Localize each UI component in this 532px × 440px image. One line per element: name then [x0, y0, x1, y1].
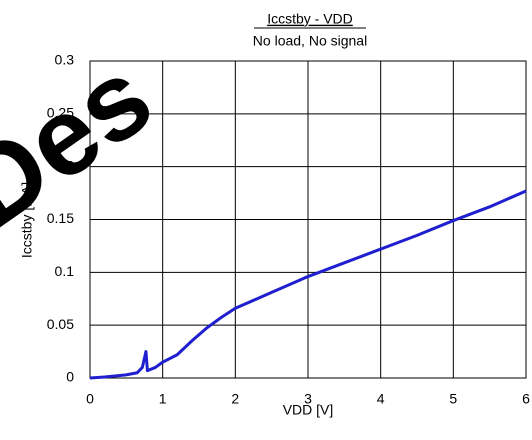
data-line — [89, 189, 527, 380]
x-axis-label: VDD [V] — [283, 402, 334, 418]
y-tick-label: 0.1 — [55, 263, 75, 279]
chart-title: Iccstby - VDD — [267, 11, 353, 27]
x-tick-label: 5 — [449, 391, 457, 407]
y-tick-label: 0.3 — [55, 52, 75, 68]
x-tick-label: 0 — [86, 391, 94, 407]
y-tick-label: 0.15 — [47, 210, 74, 226]
x-tick-label: 6 — [522, 391, 530, 407]
y-tick-label: 0.2 — [55, 157, 75, 173]
y-axis-label: Iccstby [mA] — [19, 182, 35, 258]
x-tick-label: 2 — [231, 391, 239, 407]
x-tick-label: 4 — [377, 391, 385, 407]
y-tick-label: 0 — [66, 369, 74, 385]
x-tick-label: 3 — [304, 391, 312, 407]
y-tick-label: 0.05 — [47, 316, 74, 332]
chart-subtitle: No load, No signal — [253, 33, 367, 49]
x-tick-label: 1 — [159, 391, 167, 407]
y-tick-label: 0.25 — [47, 105, 74, 121]
